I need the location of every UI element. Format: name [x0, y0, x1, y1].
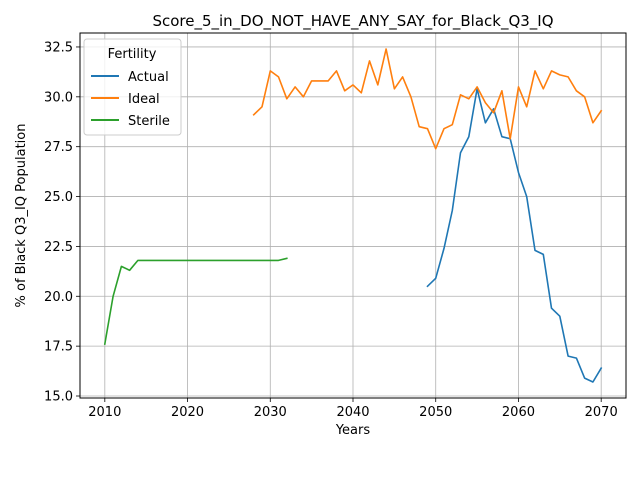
legend: Fertility Actual Ideal Sterile [83, 38, 182, 136]
x-tick-label: 2060 [502, 405, 535, 420]
x-tick-label: 2020 [171, 405, 204, 420]
x-tick-label: 2070 [585, 405, 618, 420]
legend-label-ideal: Ideal [128, 92, 160, 107]
y-tick-label: 27.5 [44, 140, 73, 155]
chart-title: Score_5_in_DO_NOT_HAVE_ANY_SAY_for_Black… [152, 12, 553, 31]
y-tick-label: 15.0 [44, 390, 73, 405]
x-tick-label: 2010 [88, 405, 121, 420]
x-tick-label: 2050 [419, 405, 452, 420]
x-tick-label: 2040 [336, 405, 369, 420]
y-tick-label: 32.5 [44, 40, 73, 55]
legend-box [83, 38, 182, 136]
series-layer [103, 48, 603, 383]
x-tick-label: 2030 [254, 405, 287, 420]
y-tick-label: 22.5 [44, 240, 73, 255]
legend-label-actual: Actual [128, 70, 169, 85]
x-axis-label: Years [335, 423, 371, 438]
tick-layer: 2010 2020 2030 2040 2050 2060 2070 15.0 17.5 20.0… [44, 40, 618, 420]
y-axis-label: % of Black Q3_IQ Population [14, 124, 29, 308]
y-tick-label: 20.0 [44, 290, 73, 305]
y-tick-label: 17.5 [44, 340, 73, 355]
series-line-actual [426, 88, 603, 383]
y-tick-label: 30.0 [44, 90, 73, 105]
series-line-ideal [252, 48, 603, 150]
legend-label-sterile: Sterile [128, 114, 170, 129]
y-tick-label: 25.0 [44, 190, 73, 205]
series-line-sterile [103, 257, 288, 346]
legend-title: Fertility [108, 47, 157, 62]
